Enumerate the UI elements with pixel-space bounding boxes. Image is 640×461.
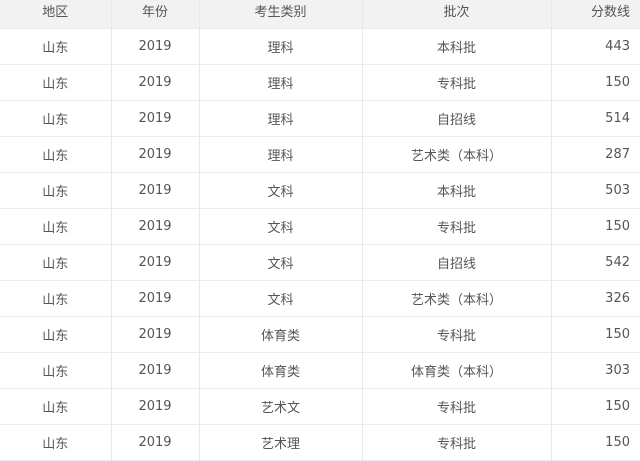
table-row: 山东 2019 文科 本科批 503	[0, 172, 640, 209]
cell-region: 山东	[0, 316, 112, 353]
table-row: 山东 2019 文科 自招线 542	[0, 244, 640, 281]
cell-score: 150	[551, 208, 640, 245]
table-row: 山东 2019 理科 专科批 150	[0, 64, 640, 101]
header-year: 年份	[111, 0, 200, 29]
cell-category: 理科	[199, 64, 363, 101]
cell-score: 443	[551, 28, 640, 65]
cell-region: 山东	[0, 100, 112, 137]
cell-category: 理科	[199, 136, 363, 173]
cell-batch: 本科批	[362, 28, 552, 65]
cell-score: 287	[551, 136, 640, 173]
table-row: 山东 2019 文科 专科批 150	[0, 208, 640, 245]
cell-category: 理科	[199, 100, 363, 137]
header-score: 分数线	[551, 0, 640, 29]
cell-region: 山东	[0, 388, 112, 425]
cell-category: 文科	[199, 208, 363, 245]
cell-category: 艺术理	[199, 424, 363, 461]
cell-region: 山东	[0, 136, 112, 173]
cell-region: 山东	[0, 172, 112, 209]
cell-year: 2019	[111, 424, 200, 461]
cell-batch: 专科批	[362, 316, 552, 353]
cell-score: 326	[551, 280, 640, 317]
cell-batch: 本科批	[362, 172, 552, 209]
cell-year: 2019	[111, 100, 200, 137]
cell-year: 2019	[111, 28, 200, 65]
header-region: 地区	[0, 0, 112, 29]
table-row: 山东 2019 体育类 体育类（本科） 303	[0, 352, 640, 389]
cell-batch: 艺术类（本科）	[362, 136, 552, 173]
cell-score: 303	[551, 352, 640, 389]
cell-category: 体育类	[199, 316, 363, 353]
cell-region: 山东	[0, 352, 112, 389]
cell-category: 文科	[199, 280, 363, 317]
cell-year: 2019	[111, 208, 200, 245]
table-row: 山东 2019 理科 自招线 514	[0, 100, 640, 137]
cell-batch: 专科批	[362, 64, 552, 101]
cell-year: 2019	[111, 352, 200, 389]
cell-year: 2019	[111, 136, 200, 173]
cell-category: 体育类	[199, 352, 363, 389]
cell-score: 503	[551, 172, 640, 209]
cell-category: 艺术文	[199, 388, 363, 425]
cell-region: 山东	[0, 280, 112, 317]
cell-year: 2019	[111, 172, 200, 209]
cell-score: 150	[551, 64, 640, 101]
cell-region: 山东	[0, 64, 112, 101]
cell-batch: 专科批	[362, 388, 552, 425]
cell-batch: 艺术类（本科）	[362, 280, 552, 317]
cell-year: 2019	[111, 244, 200, 281]
cell-batch: 体育类（本科）	[362, 352, 552, 389]
cell-batch: 自招线	[362, 244, 552, 281]
cell-region: 山东	[0, 424, 112, 461]
cell-score: 514	[551, 100, 640, 137]
cell-region: 山东	[0, 244, 112, 281]
table-row: 山东 2019 体育类 专科批 150	[0, 316, 640, 353]
cell-category: 文科	[199, 172, 363, 209]
cell-score: 150	[551, 388, 640, 425]
cell-category: 理科	[199, 28, 363, 65]
cell-score: 542	[551, 244, 640, 281]
header-category: 考生类别	[199, 0, 363, 29]
header-batch: 批次	[362, 0, 552, 29]
cell-category: 文科	[199, 244, 363, 281]
table-row: 山东 2019 理科 本科批 443	[0, 28, 640, 65]
cell-batch: 专科批	[362, 208, 552, 245]
cell-region: 山东	[0, 208, 112, 245]
table-row: 山东 2019 艺术理 专科批 150	[0, 424, 640, 461]
table-row: 山东 2019 文科 艺术类（本科） 326	[0, 280, 640, 317]
table-row: 山东 2019 艺术文 专科批 150	[0, 388, 640, 425]
cell-year: 2019	[111, 316, 200, 353]
cell-score: 150	[551, 316, 640, 353]
cell-year: 2019	[111, 64, 200, 101]
cell-batch: 自招线	[362, 100, 552, 137]
cell-batch: 专科批	[362, 424, 552, 461]
header-row: 地区 年份 考生类别 批次 分数线	[0, 0, 640, 29]
cell-score: 150	[551, 424, 640, 461]
cell-region: 山东	[0, 28, 112, 65]
cell-year: 2019	[111, 280, 200, 317]
cell-year: 2019	[111, 388, 200, 425]
table-row: 山东 2019 理科 艺术类（本科） 287	[0, 136, 640, 173]
